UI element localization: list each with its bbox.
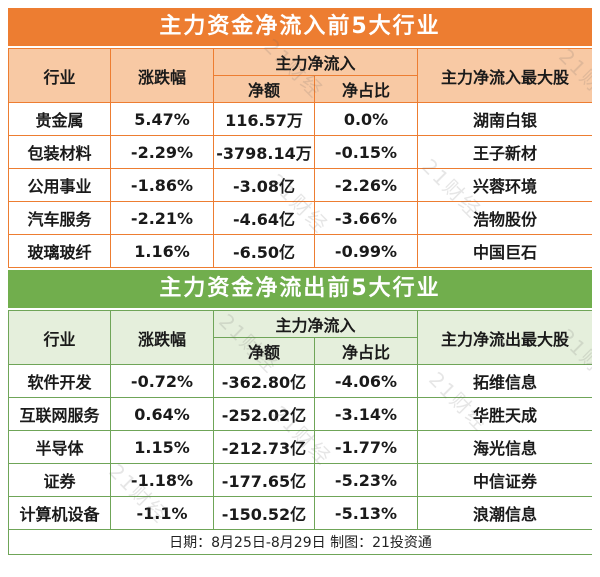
inflow-table: 行业 涨跌幅 主力净流入 主力净流入最大股 净额 净占比 贵金属 5.47% 1… — [8, 48, 592, 268]
net-amount-cell: -177.65亿 — [213, 463, 315, 497]
industry-cell: 汽车服务 — [8, 201, 111, 235]
col-header-change: 涨跌幅 — [110, 310, 214, 365]
table-row: 半导体 1.15% -212.73亿 -1.77% 海光信息 — [8, 430, 592, 464]
net-amount-cell: -6.50亿 — [213, 234, 315, 268]
col-header-top-stock: 主力净流出最大股 — [417, 310, 592, 365]
inflow-table-header: 行业 涨跌幅 主力净流入 主力净流入最大股 净额 净占比 — [8, 48, 592, 103]
change-cell: -2.29% — [110, 135, 214, 169]
net-amount-cell: -362.80亿 — [213, 364, 315, 398]
net-ratio-cell: -0.15% — [313, 135, 419, 169]
table-row: 软件开发 -0.72% -362.80亿 -4.06% 拓维信息 — [8, 364, 592, 398]
col-header-top-stock: 主力净流入最大股 — [417, 48, 592, 103]
change-cell: -1.1% — [110, 496, 214, 530]
outflow-table-header: 行业 涨跌幅 主力净流入 主力净流出最大股 净额 净占比 — [8, 310, 592, 365]
top-stock-cell: 中国巨石 — [417, 234, 592, 268]
change-cell: 1.16% — [110, 234, 214, 268]
table-row: 证券 -1.18% -177.65亿 -5.23% 中信证券 — [8, 463, 592, 497]
top-stock-cell: 海光信息 — [417, 430, 592, 464]
net-ratio-cell: -5.13% — [313, 496, 419, 530]
change-cell: -0.72% — [110, 364, 214, 398]
change-cell: -2.21% — [110, 201, 214, 235]
table-row: 互联网服务 0.64% -252.02亿 -3.14% 华胜天成 — [8, 397, 592, 431]
industry-cell: 公用事业 — [8, 168, 111, 202]
net-ratio-cell: -3.14% — [313, 397, 419, 431]
net-ratio-cell: -3.66% — [313, 201, 419, 235]
inflow-table-title: 主力资金净流入前5大行业 — [8, 8, 592, 46]
net-amount-cell: -252.02亿 — [213, 397, 315, 431]
net-amount-cell: -3.08亿 — [213, 168, 315, 202]
industry-cell: 玻璃玻纤 — [8, 234, 111, 268]
industry-cell: 互联网服务 — [8, 397, 111, 431]
change-cell: 1.15% — [110, 430, 214, 464]
change-cell: -1.18% — [110, 463, 214, 497]
col-header-industry: 行业 — [8, 48, 111, 103]
industry-cell: 包装材料 — [8, 135, 111, 169]
change-cell: 5.47% — [110, 102, 214, 136]
col-header-net-amount: 净额 — [213, 75, 315, 103]
table-row: 汽车服务 -2.21% -4.64亿 -3.66% 浩物股份 — [8, 201, 592, 235]
top-stock-cell: 湖南白银 — [417, 102, 592, 136]
top-stock-cell: 王子新材 — [417, 135, 592, 169]
footer-note: 日期：8月25日-8月29日 制图：21投资通 — [8, 529, 592, 555]
table-row: 贵金属 5.47% 116.57万 0.0% 湖南白银 — [8, 102, 592, 136]
table-row: 公用事业 -1.86% -3.08亿 -2.26% 兴蓉环境 — [8, 168, 592, 202]
net-ratio-cell: 0.0% — [313, 102, 419, 136]
col-header-net-flow-group: 主力净流入 — [212, 48, 419, 76]
net-amount-cell: -212.73亿 — [213, 430, 315, 464]
change-cell: -1.86% — [110, 168, 214, 202]
top-stock-cell: 拓维信息 — [417, 364, 592, 398]
outflow-table: 行业 涨跌幅 主力净流入 主力净流出最大股 净额 净占比 软件开发 -0.72%… — [8, 310, 592, 555]
change-cell: 0.64% — [110, 397, 214, 431]
industry-cell: 半导体 — [8, 430, 111, 464]
top-stock-cell: 浩物股份 — [417, 201, 592, 235]
fund-flow-infographic: 主力资金净流入前5大行业 行业 涨跌幅 主力净流入 主力净流入最大股 净额 净占… — [8, 8, 592, 555]
table-row: 包装材料 -2.29% -3798.14万 -0.15% 王子新材 — [8, 135, 592, 169]
top-stock-cell: 兴蓉环境 — [417, 168, 592, 202]
table-row: 计算机设备 -1.1% -150.52亿 -5.13% 浪潮信息 — [8, 496, 592, 530]
net-amount-cell: -4.64亿 — [213, 201, 315, 235]
footer-row: 日期：8月25日-8月29日 制图：21投资通 — [8, 529, 592, 555]
industry-cell: 贵金属 — [8, 102, 111, 136]
net-amount-cell: -150.52亿 — [213, 496, 315, 530]
industry-cell: 软件开发 — [8, 364, 111, 398]
col-header-net-flow-group: 主力净流入 — [212, 310, 419, 338]
outflow-table-title: 主力资金净流出前5大行业 — [8, 270, 592, 308]
col-header-net-amount: 净额 — [213, 337, 315, 365]
top-stock-cell: 浪潮信息 — [417, 496, 592, 530]
net-ratio-cell: -4.06% — [313, 364, 419, 398]
col-header-net-ratio: 净占比 — [313, 75, 419, 103]
net-ratio-cell: -0.99% — [313, 234, 419, 268]
table-row: 玻璃玻纤 1.16% -6.50亿 -0.99% 中国巨石 — [8, 234, 592, 268]
net-ratio-cell: -1.77% — [313, 430, 419, 464]
industry-cell: 计算机设备 — [8, 496, 111, 530]
top-stock-cell: 中信证券 — [417, 463, 592, 497]
industry-cell: 证券 — [8, 463, 111, 497]
net-amount-cell: 116.57万 — [213, 102, 315, 136]
col-header-net-ratio: 净占比 — [313, 337, 419, 365]
net-ratio-cell: -5.23% — [313, 463, 419, 497]
top-stock-cell: 华胜天成 — [417, 397, 592, 431]
col-header-industry: 行业 — [8, 310, 111, 365]
net-amount-cell: -3798.14万 — [213, 135, 315, 169]
net-ratio-cell: -2.26% — [313, 168, 419, 202]
col-header-change: 涨跌幅 — [110, 48, 214, 103]
